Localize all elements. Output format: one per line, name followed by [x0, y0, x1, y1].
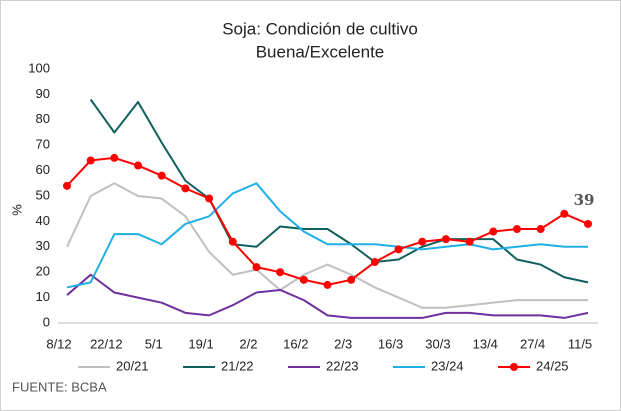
- x-tick-label: 8/12: [46, 336, 71, 351]
- y-tick-label: 10: [36, 289, 50, 304]
- series-line: [66, 182, 588, 289]
- x-tick-label: 19/1: [188, 336, 213, 351]
- data-label: 39: [574, 191, 595, 209]
- y-tick-label: 20: [36, 264, 50, 279]
- point: [276, 268, 285, 277]
- legend-label: 24/25: [536, 358, 569, 373]
- y-tick-label: 90: [36, 86, 50, 101]
- point: [418, 237, 427, 246]
- x-tick-label: 11/5: [568, 336, 592, 351]
- legend-label: 20/21: [116, 358, 149, 373]
- y-tick-label: 70: [36, 137, 50, 152]
- point: [181, 184, 190, 193]
- x-tick-label: 30/3: [425, 336, 450, 351]
- point: [370, 258, 379, 267]
- point: [63, 181, 71, 190]
- y-tick-label: 100: [28, 60, 50, 75]
- chart-subtitle: Buena/Excelente: [256, 42, 385, 61]
- series-line: [89, 98, 589, 284]
- y-tick-label: 0: [43, 314, 50, 329]
- point: [299, 275, 308, 284]
- point: [323, 280, 332, 289]
- point: [560, 209, 569, 218]
- point: [441, 235, 450, 244]
- x-tick-label: 2/2: [239, 336, 257, 351]
- x-tick-label: 27/4: [520, 336, 545, 351]
- point: [205, 194, 214, 203]
- legend-label: 21/22: [221, 358, 254, 373]
- x-tick-label: 13/4: [473, 336, 498, 351]
- point: [394, 245, 403, 254]
- x-tick-label: 2/3: [334, 336, 352, 351]
- point: [489, 227, 498, 236]
- y-tick-label: 50: [36, 187, 50, 202]
- point: [86, 156, 95, 165]
- point: [252, 263, 261, 272]
- point: [584, 219, 592, 228]
- legend-marker: [510, 363, 518, 371]
- point: [347, 275, 356, 284]
- source: FUENTE: BCBA: [12, 379, 107, 394]
- point: [157, 171, 166, 180]
- x-tick-label: 5/1: [145, 336, 163, 351]
- legend-label: 23/24: [431, 358, 464, 373]
- point: [134, 161, 143, 170]
- point: [536, 225, 545, 234]
- point: [110, 153, 119, 162]
- x-tick-label: 16/2: [283, 336, 308, 351]
- point: [512, 225, 521, 234]
- y-axis-label: %: [9, 204, 24, 216]
- y-tick-label: 60: [36, 162, 50, 177]
- point: [228, 237, 237, 246]
- legend-label: 22/23: [326, 358, 359, 373]
- y-tick-label: 80: [36, 111, 50, 126]
- y-tick-label: 30: [36, 238, 50, 253]
- series-line: [66, 273, 589, 319]
- point: [465, 237, 474, 246]
- series-line: [66, 182, 588, 309]
- y-tick-label: 40: [36, 213, 50, 228]
- x-tick-label: 16/3: [378, 336, 403, 351]
- x-tick-label: 22/12: [90, 336, 123, 351]
- chart-title: Soja: Condición de cultivo: [222, 19, 418, 38]
